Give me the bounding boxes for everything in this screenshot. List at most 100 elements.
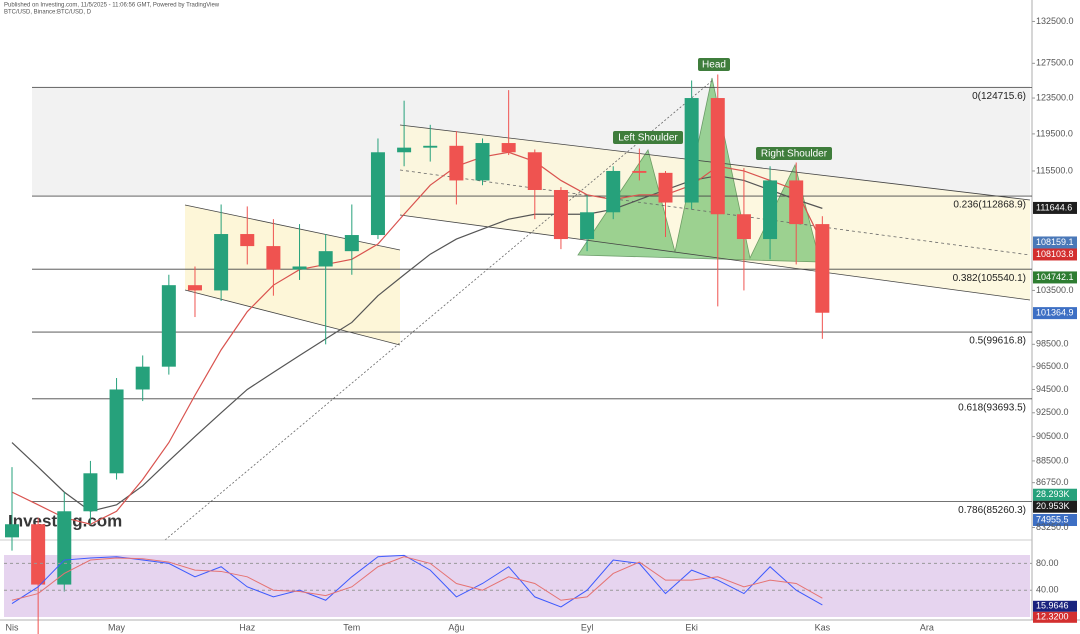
candle-body xyxy=(397,147,412,153)
header-line: BTC/USD, Binance:BTC/USD, D xyxy=(4,10,92,16)
price-tag-text: 108159.1 xyxy=(1036,237,1074,247)
candle-body xyxy=(109,389,124,474)
price-tag xyxy=(1033,500,1077,513)
candle-body xyxy=(240,234,255,247)
trend-line xyxy=(164,79,714,541)
y-tick-label: 119500.0 xyxy=(1036,128,1073,138)
header-line: Published on Investing.com, 11/5/2025 - … xyxy=(4,3,220,9)
pattern-layer xyxy=(0,0,1080,621)
candle-body xyxy=(684,98,699,203)
y-tick-label: 88500.0 xyxy=(1036,455,1069,465)
y-tick-label: 92500.0 xyxy=(1036,407,1069,417)
x-tick-label: Haz xyxy=(239,622,256,632)
candle-body xyxy=(763,180,778,240)
fib-label: 0.236(112868.9) xyxy=(953,200,1026,211)
price-tag-text: 28.293K xyxy=(1036,489,1070,499)
stochastic-line xyxy=(11,554,823,608)
price-tag xyxy=(1033,611,1077,623)
candle-body xyxy=(606,170,621,213)
price-tag-text: 101364.9 xyxy=(1036,307,1074,317)
y-tick-label: 96500.0 xyxy=(1036,361,1069,371)
y-tick-label: 86750.0 xyxy=(1036,477,1069,487)
y-tick-label: 115500.0 xyxy=(1036,165,1073,175)
candle-body xyxy=(292,266,307,270)
fib-label: 0.5(99616.8) xyxy=(969,336,1026,347)
candle-body xyxy=(658,172,673,203)
candle-body xyxy=(449,145,464,181)
annotation-text: Right Shoulder xyxy=(761,149,828,160)
candle-body xyxy=(789,180,804,225)
annotation-text: Left Shoulder xyxy=(618,133,678,144)
candle-body xyxy=(5,524,19,538)
candle-body xyxy=(736,214,751,240)
price-tag xyxy=(1033,514,1077,526)
candle-body xyxy=(553,189,568,240)
candle-body xyxy=(266,246,281,270)
y-tick-label: 123500.0 xyxy=(1036,92,1074,102)
annotation-box xyxy=(698,58,730,71)
y-tick-label: 40.00 xyxy=(1036,585,1059,595)
candle-body xyxy=(710,98,725,215)
candle-body xyxy=(344,235,359,252)
price-tag xyxy=(1033,488,1077,501)
annotation-text: Head xyxy=(702,60,726,71)
price-tag xyxy=(1033,600,1077,612)
y-tick-label: 83250.0 xyxy=(1036,522,1069,532)
candle-body xyxy=(31,524,46,585)
x-tick-label: May xyxy=(108,622,126,632)
y-tick-label: 132500.0 xyxy=(1036,16,1074,26)
x-tick-label: Nis xyxy=(6,622,19,632)
x-tick-label: Kas xyxy=(815,622,831,632)
price-tag-text: 104742.1 xyxy=(1036,272,1074,282)
x-tick-label: Ara xyxy=(920,622,934,632)
annotation: Head Left Shoulder Right Shoulder xyxy=(613,58,832,160)
fib-label: 0.382(105540.1) xyxy=(953,273,1026,284)
y-tick-label: 90500.0 xyxy=(1036,431,1069,441)
candle-body xyxy=(57,511,72,585)
x-tick-label: Eyl xyxy=(581,622,594,632)
x-tick-label: Tem xyxy=(343,622,360,632)
y-tick-label: 127500.0 xyxy=(1036,58,1074,68)
candle-body xyxy=(318,251,333,267)
channel-midline xyxy=(399,169,1031,256)
price-tag-text: 15.9646 xyxy=(1036,601,1069,611)
y-tick-label: 103500.0 xyxy=(1036,285,1074,295)
candle-body xyxy=(475,143,490,181)
x-tick-label: Ağu xyxy=(448,622,464,632)
x-tick-label: Eki xyxy=(685,622,698,632)
price-tag-text: 111644.6 xyxy=(1036,202,1072,212)
candle-body xyxy=(815,224,830,313)
y-tick-label: 98500.0 xyxy=(1036,339,1069,349)
price-tag xyxy=(1033,236,1077,249)
candle-body xyxy=(527,152,542,190)
candle-body xyxy=(632,170,647,173)
annotation-box xyxy=(756,147,832,160)
fib-label: 0.786(85260.3) xyxy=(958,505,1026,516)
price-tag-text: 74955.5 xyxy=(1036,514,1069,524)
channel-line xyxy=(399,214,1031,301)
fib-label: 0(124715.6) xyxy=(972,91,1026,102)
candle-body xyxy=(135,366,150,390)
annotation-box xyxy=(613,131,683,144)
candle-body xyxy=(187,285,202,291)
stoch-band xyxy=(4,555,1030,617)
price-tag-text: 20.953K xyxy=(1036,501,1070,511)
price-tag xyxy=(1033,201,1077,214)
price-tag-text: 12.3200 xyxy=(1036,612,1069,622)
fib-label: 0.618(93693.5) xyxy=(958,402,1026,413)
price-tag xyxy=(1033,307,1077,320)
candle-body xyxy=(214,234,229,291)
candle-body xyxy=(161,285,176,367)
price-tag xyxy=(1033,248,1077,261)
stochastic-line xyxy=(11,556,823,601)
candle-body xyxy=(580,212,595,240)
y-tick-label: 80.00 xyxy=(1036,558,1059,568)
candle-body xyxy=(501,143,516,153)
candle-body xyxy=(83,473,98,512)
y-tick-label: 94500.0 xyxy=(1036,384,1069,394)
price-tag xyxy=(1033,271,1077,284)
candle-body xyxy=(370,152,385,236)
price-tag-text: 108103.8 xyxy=(1036,249,1074,259)
candle-body xyxy=(423,145,438,148)
